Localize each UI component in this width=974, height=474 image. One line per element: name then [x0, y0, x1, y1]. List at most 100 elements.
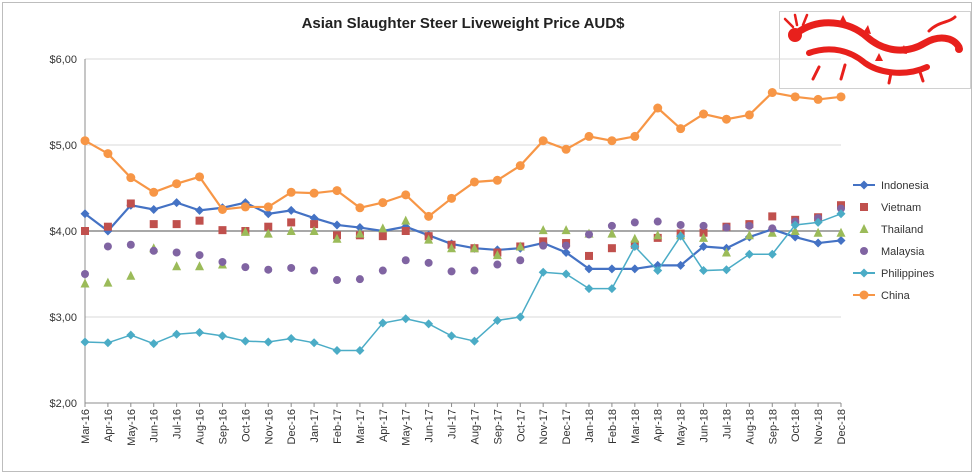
data-point: [378, 223, 388, 233]
legend-marker: [859, 180, 869, 190]
legend: Indonesia Vietnam Thailand Malaysia Philippi…: [853, 180, 935, 302]
data-point: [676, 220, 685, 229]
data-point: [744, 249, 754, 259]
data-point: [653, 217, 662, 226]
data-point: [837, 204, 845, 213]
data-point: [287, 263, 296, 272]
data-point: [768, 212, 777, 221]
data-point: [172, 329, 182, 339]
data-point: [172, 198, 182, 208]
series-line: [84, 91, 842, 218]
data-point: [676, 124, 686, 134]
legend-label: Vietnam: [881, 202, 921, 214]
data-point: [401, 227, 410, 235]
data-point: [492, 315, 502, 325]
data-point: [469, 177, 479, 187]
line-chart: $2,00 $3,00 $4,00 $5,00 $6,00 Mar-16 Apr-16 May…: [49, 54, 935, 446]
data-point: [80, 209, 90, 219]
data-point: [584, 131, 594, 141]
data-point: [126, 240, 135, 249]
data-point: [745, 221, 754, 230]
data-point: [653, 230, 663, 240]
series-indonesia: [80, 198, 846, 274]
x-tick-label: Dec-16: [286, 409, 298, 444]
legend-label: China: [881, 290, 911, 302]
chinese-dragon-logo: [779, 11, 971, 89]
data-point: [332, 346, 342, 356]
data-point: [790, 226, 800, 235]
data-point: [699, 221, 708, 230]
data-point: [310, 220, 319, 229]
x-tick-label: Aug-17: [469, 409, 481, 444]
x-tick-label: Dec-18: [836, 409, 848, 444]
y-tick-label: $5,00: [49, 140, 77, 152]
data-point: [355, 228, 365, 238]
y-tick-label: $2,00: [49, 398, 77, 410]
data-point: [585, 230, 593, 239]
data-point: [767, 249, 777, 259]
data-point: [309, 338, 319, 348]
x-tick-label: Jun-18: [699, 409, 711, 443]
x-tick-label: Nov-18: [813, 409, 825, 444]
data-point: [240, 226, 250, 236]
legend-item: China: [853, 290, 911, 302]
legend-marker: [860, 203, 868, 211]
data-point: [515, 312, 525, 322]
x-tick-label: Feb-18: [607, 409, 619, 444]
data-point: [378, 266, 387, 275]
legend-label: Indonesia: [881, 180, 930, 192]
data-point: [744, 110, 754, 120]
data-point: [630, 233, 640, 243]
data-series: [80, 88, 846, 356]
data-point: [790, 220, 800, 230]
data-point: [699, 109, 709, 119]
legend-item: Indonesia: [853, 180, 930, 192]
data-point: [240, 336, 250, 346]
legend-label: Philippines: [881, 268, 935, 280]
data-point: [836, 227, 846, 237]
data-point: [378, 198, 388, 208]
data-point: [447, 331, 457, 341]
data-point: [103, 222, 112, 231]
x-tick-label: Oct-17: [515, 409, 527, 442]
data-point: [469, 243, 479, 253]
series-line: [84, 213, 842, 352]
data-point: [562, 241, 571, 250]
data-point: [768, 224, 777, 233]
data-point: [699, 228, 708, 237]
data-point: [149, 339, 159, 349]
legend-item: Philippines: [853, 268, 935, 280]
data-point: [195, 205, 205, 215]
data-point: [378, 318, 388, 328]
data-point: [355, 346, 365, 356]
data-point: [722, 223, 731, 232]
data-point: [217, 205, 227, 214]
y-tick-label: $6,00: [49, 54, 77, 66]
x-tick-label: Mar-17: [355, 409, 367, 444]
data-point: [813, 217, 823, 227]
data-point: [424, 258, 433, 267]
data-point: [493, 260, 502, 269]
data-point: [149, 187, 159, 197]
data-point: [676, 231, 686, 241]
data-point: [401, 314, 411, 324]
data-point: [240, 202, 250, 212]
data-point: [515, 161, 525, 171]
data-point: [630, 241, 640, 251]
x-tick-label: Aug-16: [195, 409, 207, 444]
data-point: [401, 215, 411, 225]
y-tick-label: $3,00: [49, 312, 77, 324]
data-point: [286, 226, 296, 235]
data-point: [538, 225, 548, 235]
data-point: [424, 234, 434, 244]
data-point: [767, 88, 777, 98]
data-point: [584, 264, 594, 274]
data-point: [721, 114, 731, 124]
data-point: [103, 277, 113, 287]
x-tick-label: Sep-18: [767, 409, 779, 444]
axes: $2,00 $3,00 $4,00 $5,00 $6,00 Mar-16 Apr-16 May…: [49, 54, 848, 446]
data-point: [813, 227, 823, 237]
data-point: [561, 269, 571, 279]
data-point: [630, 218, 639, 227]
data-point: [744, 230, 754, 240]
